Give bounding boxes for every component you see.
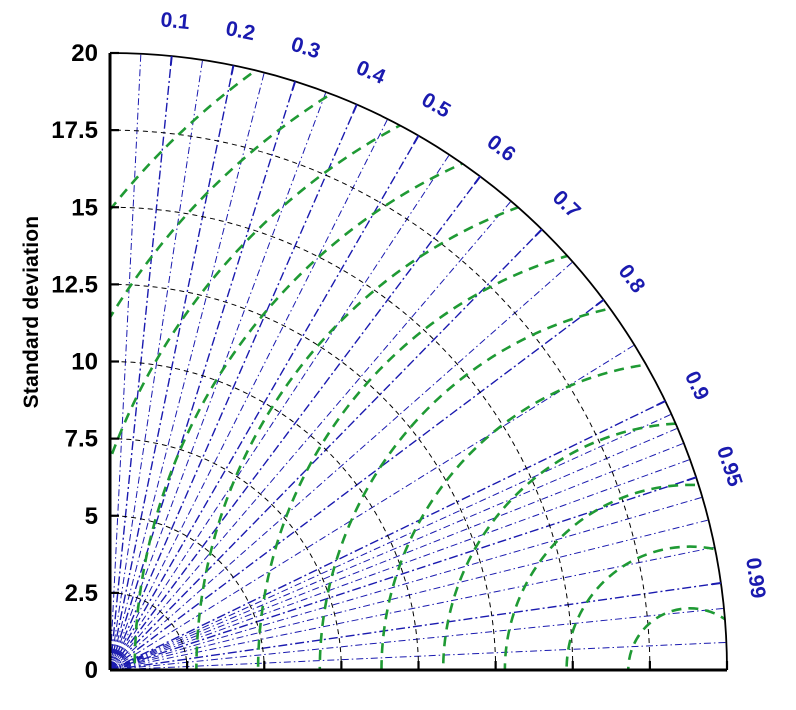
y-axis-tick-label: 12.5 — [51, 271, 98, 298]
std-gridline-arc — [109, 515, 265, 671]
correlation-tick — [595, 298, 605, 307]
y-axis-tick-label: 10 — [71, 349, 98, 376]
y-axis-tick-label: 15 — [71, 194, 98, 221]
y-axis-tick-label: 5 — [85, 503, 98, 530]
correlation-tick — [169, 55, 173, 66]
std-gridline-arc — [109, 283, 497, 671]
correlation-gridline — [109, 65, 235, 671]
correlation-tick-label: 0.4 — [353, 56, 389, 89]
correlation-tick — [291, 81, 297, 91]
rmsd-contour — [503, 483, 727, 670]
y-axis-tick-label: 7.5 — [65, 426, 98, 453]
correlation-tick — [656, 400, 666, 406]
correlation-tick-label: 0.6 — [483, 130, 520, 166]
correlation-minor-gridline — [109, 427, 678, 671]
correlation-tick-label: 0.2 — [224, 17, 257, 45]
correlation-minor-gridline — [109, 261, 574, 671]
correlation-tick-label: 0.1 — [160, 8, 192, 34]
correlation-tick — [687, 476, 697, 482]
correlation-gridline — [109, 135, 420, 671]
correlation-tick — [534, 228, 543, 237]
correlation-minor-gridline — [109, 59, 204, 671]
correlation-tick-label: 0.95 — [712, 443, 747, 489]
y-axis-tick-label: 2.5 — [65, 580, 98, 607]
y-axis-tick-label: 17.5 — [51, 117, 98, 144]
y-axis-tick-label: 0 — [85, 657, 98, 684]
correlation-tick-label: 0.7 — [548, 186, 585, 223]
y-axis-tick-label: 20 — [71, 40, 98, 67]
std-gridline-arc — [109, 206, 574, 671]
correlation-minor-gridline — [109, 413, 672, 671]
correlation-tick — [473, 175, 482, 185]
std-gridline-arc — [109, 438, 342, 671]
correlation-tick-label: 0.3 — [288, 33, 323, 64]
correlation-tick-label: 0.5 — [418, 88, 455, 123]
correlation-tick — [352, 104, 358, 114]
correlation-minor-gridline — [109, 496, 703, 671]
correlation-tick-label: 0.9 — [680, 368, 713, 404]
correlation-tick-label: 0.8 — [614, 260, 650, 297]
correlation-tick — [711, 581, 721, 586]
plot-face — [110, 53, 727, 670]
correlation-minor-gridline — [109, 442, 684, 671]
correlation-tick — [413, 135, 420, 144]
rmsd-contour — [565, 545, 727, 670]
correlation-gridline — [109, 582, 721, 671]
correlation-gridline — [109, 104, 358, 671]
outer-arc — [109, 52, 728, 671]
correlation-minor-gridline — [109, 118, 389, 671]
correlation-minor-gridline — [109, 154, 450, 671]
correlation-minor-gridline — [109, 546, 715, 671]
correlation-minor-gridline — [109, 91, 327, 671]
correlation-gridline — [109, 175, 481, 671]
correlation-tick-label: 0.99 — [741, 556, 770, 600]
std-gridline-arc — [109, 129, 651, 671]
correlation-tick — [230, 65, 235, 75]
correlation-gridline — [109, 476, 697, 671]
correlation-minor-gridline — [109, 200, 512, 671]
